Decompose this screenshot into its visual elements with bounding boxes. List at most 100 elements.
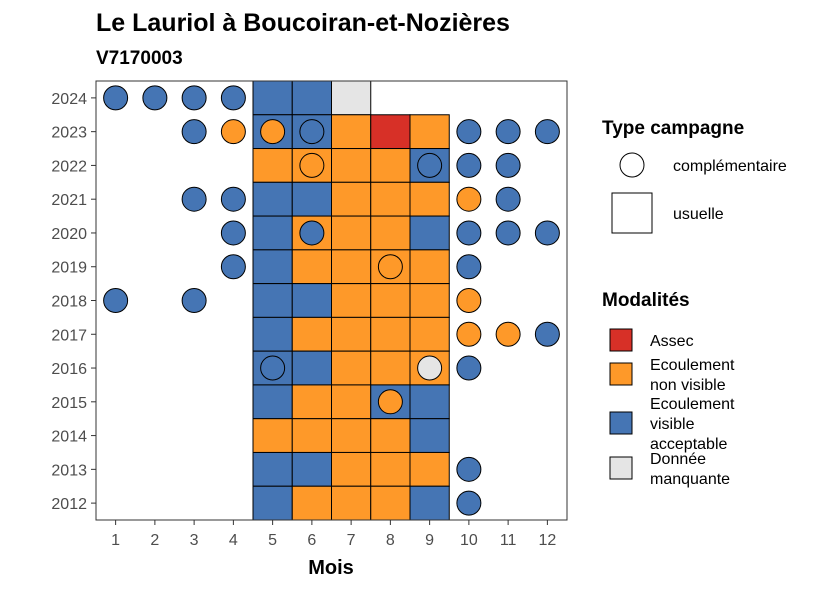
tile-2024-7	[331, 80, 372, 116]
tile-2015-5	[252, 384, 293, 420]
legend-modalites-title: Modalités	[602, 290, 690, 311]
x-tick-label-10: 10	[460, 532, 478, 549]
tile-2021-9	[409, 181, 450, 217]
y-tick-label-2022: 2022	[51, 158, 87, 175]
point-2022-10	[456, 152, 482, 178]
tile-2020-9	[409, 215, 450, 251]
point-2024-4	[220, 85, 246, 111]
tile-2021-6	[291, 181, 332, 217]
x-tick-label-12: 12	[538, 532, 556, 549]
tile-2021-5	[252, 181, 293, 217]
tile-2014-9	[409, 418, 450, 453]
x-tick-label-4: 4	[229, 532, 238, 549]
point-2017-11	[495, 321, 521, 347]
tile-2013-5	[252, 451, 293, 487]
tile-2016-8	[370, 350, 411, 386]
legend-campaign-title: Type campagne	[602, 118, 744, 139]
tile-2016-6	[291, 350, 332, 386]
tile-2017-9	[409, 316, 450, 352]
point-2018-10	[456, 288, 482, 313]
point-2023-4	[220, 119, 246, 145]
legend-modalites: Modalités Assec Ecoulement non visible Ecou…	[602, 290, 735, 488]
point-2024-3	[181, 85, 207, 111]
point-2023-11	[495, 119, 521, 145]
tile-2012-7	[331, 485, 372, 521]
x-tick-label-2: 2	[150, 532, 159, 549]
tile-2019-5	[252, 249, 293, 285]
point-2024-1	[103, 85, 129, 111]
tile-2015-6	[291, 384, 332, 420]
tile-2023-8	[370, 114, 411, 150]
legend-circle-symbol	[619, 152, 645, 178]
tile-2014-8	[370, 418, 411, 453]
point-2016-5	[260, 355, 286, 381]
point-2012-10	[456, 490, 482, 516]
chart-subtitle: V7170003	[96, 48, 183, 69]
tile-2014-6	[291, 418, 332, 453]
y-tick-label-2014: 2014	[51, 429, 87, 446]
legend-label-assec-0: Assec	[650, 333, 694, 350]
tile-2013-9	[409, 451, 450, 487]
tile-2016-7	[331, 350, 372, 386]
point-2018-1	[103, 288, 129, 313]
tile-2017-7	[331, 316, 372, 352]
y-tick-label-2015: 2015	[51, 395, 87, 412]
tile-2013-6	[291, 451, 332, 487]
legend-label-ecoulement-non-visible-0: Ecoulement	[650, 357, 735, 374]
chart-title: Le Lauriol à Boucoiran-et-Nozières	[96, 9, 510, 37]
point-2020-6	[299, 220, 325, 246]
tile-2020-7	[331, 215, 372, 251]
y-tick-label-2023: 2023	[51, 125, 87, 142]
y-tick-label-2012: 2012	[51, 496, 87, 513]
tile-2013-7	[331, 451, 372, 487]
tile-2017-8	[370, 316, 411, 352]
tile-2015-7	[331, 384, 372, 420]
point-2024-2	[142, 85, 168, 111]
tile-2015-9	[409, 384, 450, 420]
point-2023-6	[299, 119, 325, 145]
point-2020-11	[495, 220, 521, 246]
tile-2019-9	[409, 249, 450, 285]
point-2021-4	[220, 186, 246, 212]
legend-label-ecoulement-visible-acceptable-2: acceptable	[650, 436, 727, 453]
tile-2017-5	[252, 316, 293, 352]
tile-2014-7	[331, 418, 372, 453]
tile-2018-8	[370, 283, 411, 318]
tile-2012-8	[370, 485, 411, 521]
legend-key-ecoulement-non-visible	[609, 362, 633, 386]
legend-type-campagne: Type campagne complémentaire usuelle	[602, 118, 787, 234]
y-tick-label-2019: 2019	[51, 260, 87, 277]
x-tick-label-5: 5	[268, 532, 277, 549]
y-tick-label-2021: 2021	[51, 192, 87, 209]
point-2017-12	[534, 321, 560, 347]
y-tick-label-2020: 2020	[51, 226, 87, 243]
x-tick-label-1: 1	[111, 532, 120, 549]
legend-key-ecoulement-visible-acceptable	[609, 411, 633, 435]
y-tick-label-2016: 2016	[51, 361, 87, 378]
y-tick-label-2013: 2013	[51, 462, 87, 479]
tile-2024-5	[252, 80, 293, 116]
tile-2021-8	[370, 181, 411, 217]
tile-2014-5	[252, 418, 293, 453]
legend-label-ecoulement-visible-acceptable-1: visible	[650, 416, 695, 433]
legend-label-donnee-manquante-1: manquante	[650, 471, 730, 488]
point-2021-11	[495, 186, 521, 212]
y-axis: 2012 2013 2014 2015 2016 2017 2018 2019 2020 2021…	[51, 91, 96, 513]
point-2017-10	[456, 321, 482, 347]
y-tick-label-2024: 2024	[51, 91, 87, 108]
point-2019-8	[377, 254, 403, 280]
x-tick-label-6: 6	[307, 532, 316, 549]
tile-2024-6	[291, 80, 332, 116]
tile-2023-7	[331, 114, 372, 150]
point-2023-10	[456, 119, 482, 145]
point-2020-12	[534, 220, 560, 246]
legend-label-ecoulement-non-visible-1: non visible	[650, 377, 726, 394]
x-tick-label-7: 7	[347, 532, 356, 549]
x-tick-label-3: 3	[190, 532, 199, 549]
y-tick-label-2017: 2017	[51, 327, 87, 344]
x-tick-label-8: 8	[386, 532, 395, 549]
legend-key-assec	[609, 328, 633, 352]
point-2019-10	[456, 254, 482, 280]
x-tick-label-11: 11	[500, 532, 517, 549]
